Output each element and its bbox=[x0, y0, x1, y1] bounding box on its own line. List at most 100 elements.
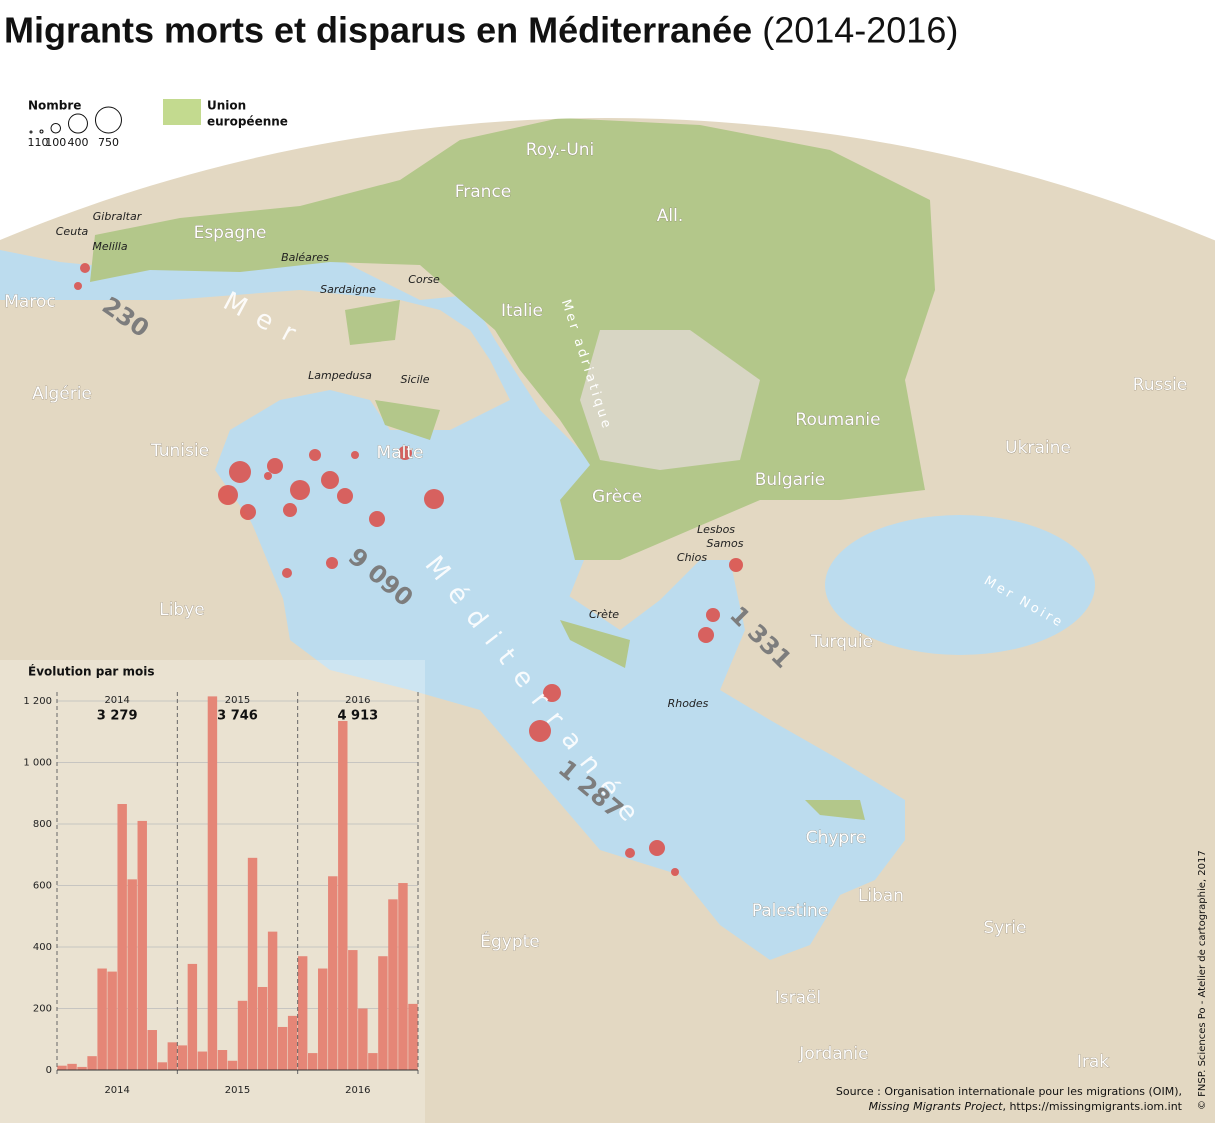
place-label: Lesbos bbox=[697, 523, 735, 536]
y-tick-label: 1 200 bbox=[23, 696, 52, 707]
place-label: Sardaigne bbox=[320, 283, 376, 296]
place-label: Chios bbox=[677, 551, 707, 564]
bar bbox=[137, 820, 147, 1070]
bar bbox=[348, 950, 358, 1070]
bar bbox=[247, 857, 258, 1070]
bar bbox=[378, 956, 388, 1070]
bar bbox=[67, 1063, 77, 1070]
year-label: 2015 bbox=[225, 695, 250, 706]
x-year-label: 2015 bbox=[225, 1085, 250, 1096]
sardinia bbox=[345, 300, 400, 345]
source: Source : Organisation internationale pou… bbox=[836, 1085, 1182, 1098]
bar bbox=[267, 931, 278, 1070]
country-label: France bbox=[455, 182, 512, 202]
place-label: Baléares bbox=[281, 251, 329, 264]
bar bbox=[338, 720, 348, 1070]
bubble bbox=[80, 263, 90, 273]
place-label: Samos bbox=[707, 537, 744, 550]
bubble bbox=[326, 557, 338, 569]
country-label: Jordanie bbox=[798, 1044, 868, 1064]
legend-circle bbox=[50, 123, 61, 134]
bar bbox=[207, 696, 218, 1070]
y-tick-label: 200 bbox=[33, 1004, 52, 1015]
legend-eu: européenne bbox=[207, 115, 288, 129]
place-label: Rhodes bbox=[668, 697, 709, 710]
black-sea bbox=[825, 515, 1095, 655]
bar bbox=[307, 1053, 318, 1070]
bar bbox=[147, 1030, 157, 1070]
place-label: Crète bbox=[589, 608, 619, 621]
bubble bbox=[351, 451, 359, 459]
country-label: Maroc bbox=[4, 292, 55, 312]
country-label: Tunisie bbox=[150, 441, 209, 461]
country-label: Ukraine bbox=[1005, 438, 1071, 458]
legend-eu: Union bbox=[207, 99, 246, 113]
place-labels: Gibraltar Ceuta Melilla Baléares Sardaig… bbox=[56, 210, 744, 710]
bar bbox=[368, 1053, 378, 1070]
bar bbox=[87, 1056, 97, 1070]
y-tick-label: 0 bbox=[46, 1065, 52, 1076]
y-tick-label: 1 000 bbox=[23, 758, 52, 769]
cyprus bbox=[805, 800, 865, 820]
bubble bbox=[321, 471, 339, 489]
place-label: Corse bbox=[408, 273, 440, 286]
bar bbox=[127, 879, 137, 1070]
year-label: 2016 bbox=[345, 695, 370, 706]
country-label: Turquie bbox=[810, 632, 873, 652]
title-main: Migrants morts et disparus en Méditerran… bbox=[4, 9, 752, 50]
country-label: Syrie bbox=[983, 918, 1026, 938]
legend-circle bbox=[39, 129, 44, 134]
bar bbox=[57, 1065, 67, 1070]
bar bbox=[328, 876, 338, 1070]
bar bbox=[197, 1051, 208, 1070]
legend-size-label: 1 bbox=[28, 136, 35, 149]
bubble bbox=[229, 461, 251, 483]
bubble bbox=[649, 840, 665, 856]
country-labels: Roy.-Uni France All. Espagne Maroc Itali… bbox=[4, 140, 1188, 1073]
country-label: Libye bbox=[159, 600, 205, 620]
bubble bbox=[529, 720, 551, 742]
bubble bbox=[671, 868, 679, 876]
country-label: Palestine bbox=[752, 901, 829, 921]
bar bbox=[187, 963, 198, 1070]
bar bbox=[97, 968, 107, 1070]
chart-title: Évolution par mois bbox=[28, 664, 155, 679]
credit: © FNSP. Sciences Po - Atelier de cartogr… bbox=[1197, 850, 1208, 1110]
bubble bbox=[264, 472, 272, 480]
bar bbox=[177, 1045, 188, 1070]
x-year-label: 2016 bbox=[345, 1085, 370, 1096]
bubble bbox=[698, 627, 714, 643]
bubble bbox=[625, 848, 635, 858]
country-label: Espagne bbox=[194, 223, 267, 243]
country-label: Italie bbox=[501, 301, 543, 321]
bar bbox=[77, 1066, 87, 1070]
country-label: Roumanie bbox=[795, 410, 880, 430]
bubble bbox=[337, 488, 353, 504]
legend-size-label: 750 bbox=[98, 136, 119, 149]
year-label: 2014 bbox=[104, 695, 129, 706]
source-project: Missing Migrants Project bbox=[869, 1100, 1004, 1113]
bubble bbox=[398, 446, 412, 460]
country-label: Algérie bbox=[32, 384, 92, 404]
bubble bbox=[424, 489, 444, 509]
y-tick-label: 400 bbox=[33, 942, 52, 953]
bar bbox=[297, 956, 308, 1070]
bar bbox=[287, 1015, 298, 1070]
bubble bbox=[74, 282, 82, 290]
country-label: Liban bbox=[858, 886, 904, 906]
bubble bbox=[729, 558, 743, 572]
bar bbox=[237, 1000, 248, 1070]
legend-size-label: 100 bbox=[45, 136, 66, 149]
bubble bbox=[706, 608, 720, 622]
legend-size-label: 10 bbox=[35, 136, 49, 149]
country-label: Égypte bbox=[480, 930, 540, 952]
place-label: Lampedusa bbox=[308, 369, 372, 382]
legend-title: Nombre bbox=[28, 99, 81, 113]
bar bbox=[408, 1003, 418, 1070]
country-label: All. bbox=[657, 206, 683, 226]
balkans bbox=[580, 330, 760, 470]
